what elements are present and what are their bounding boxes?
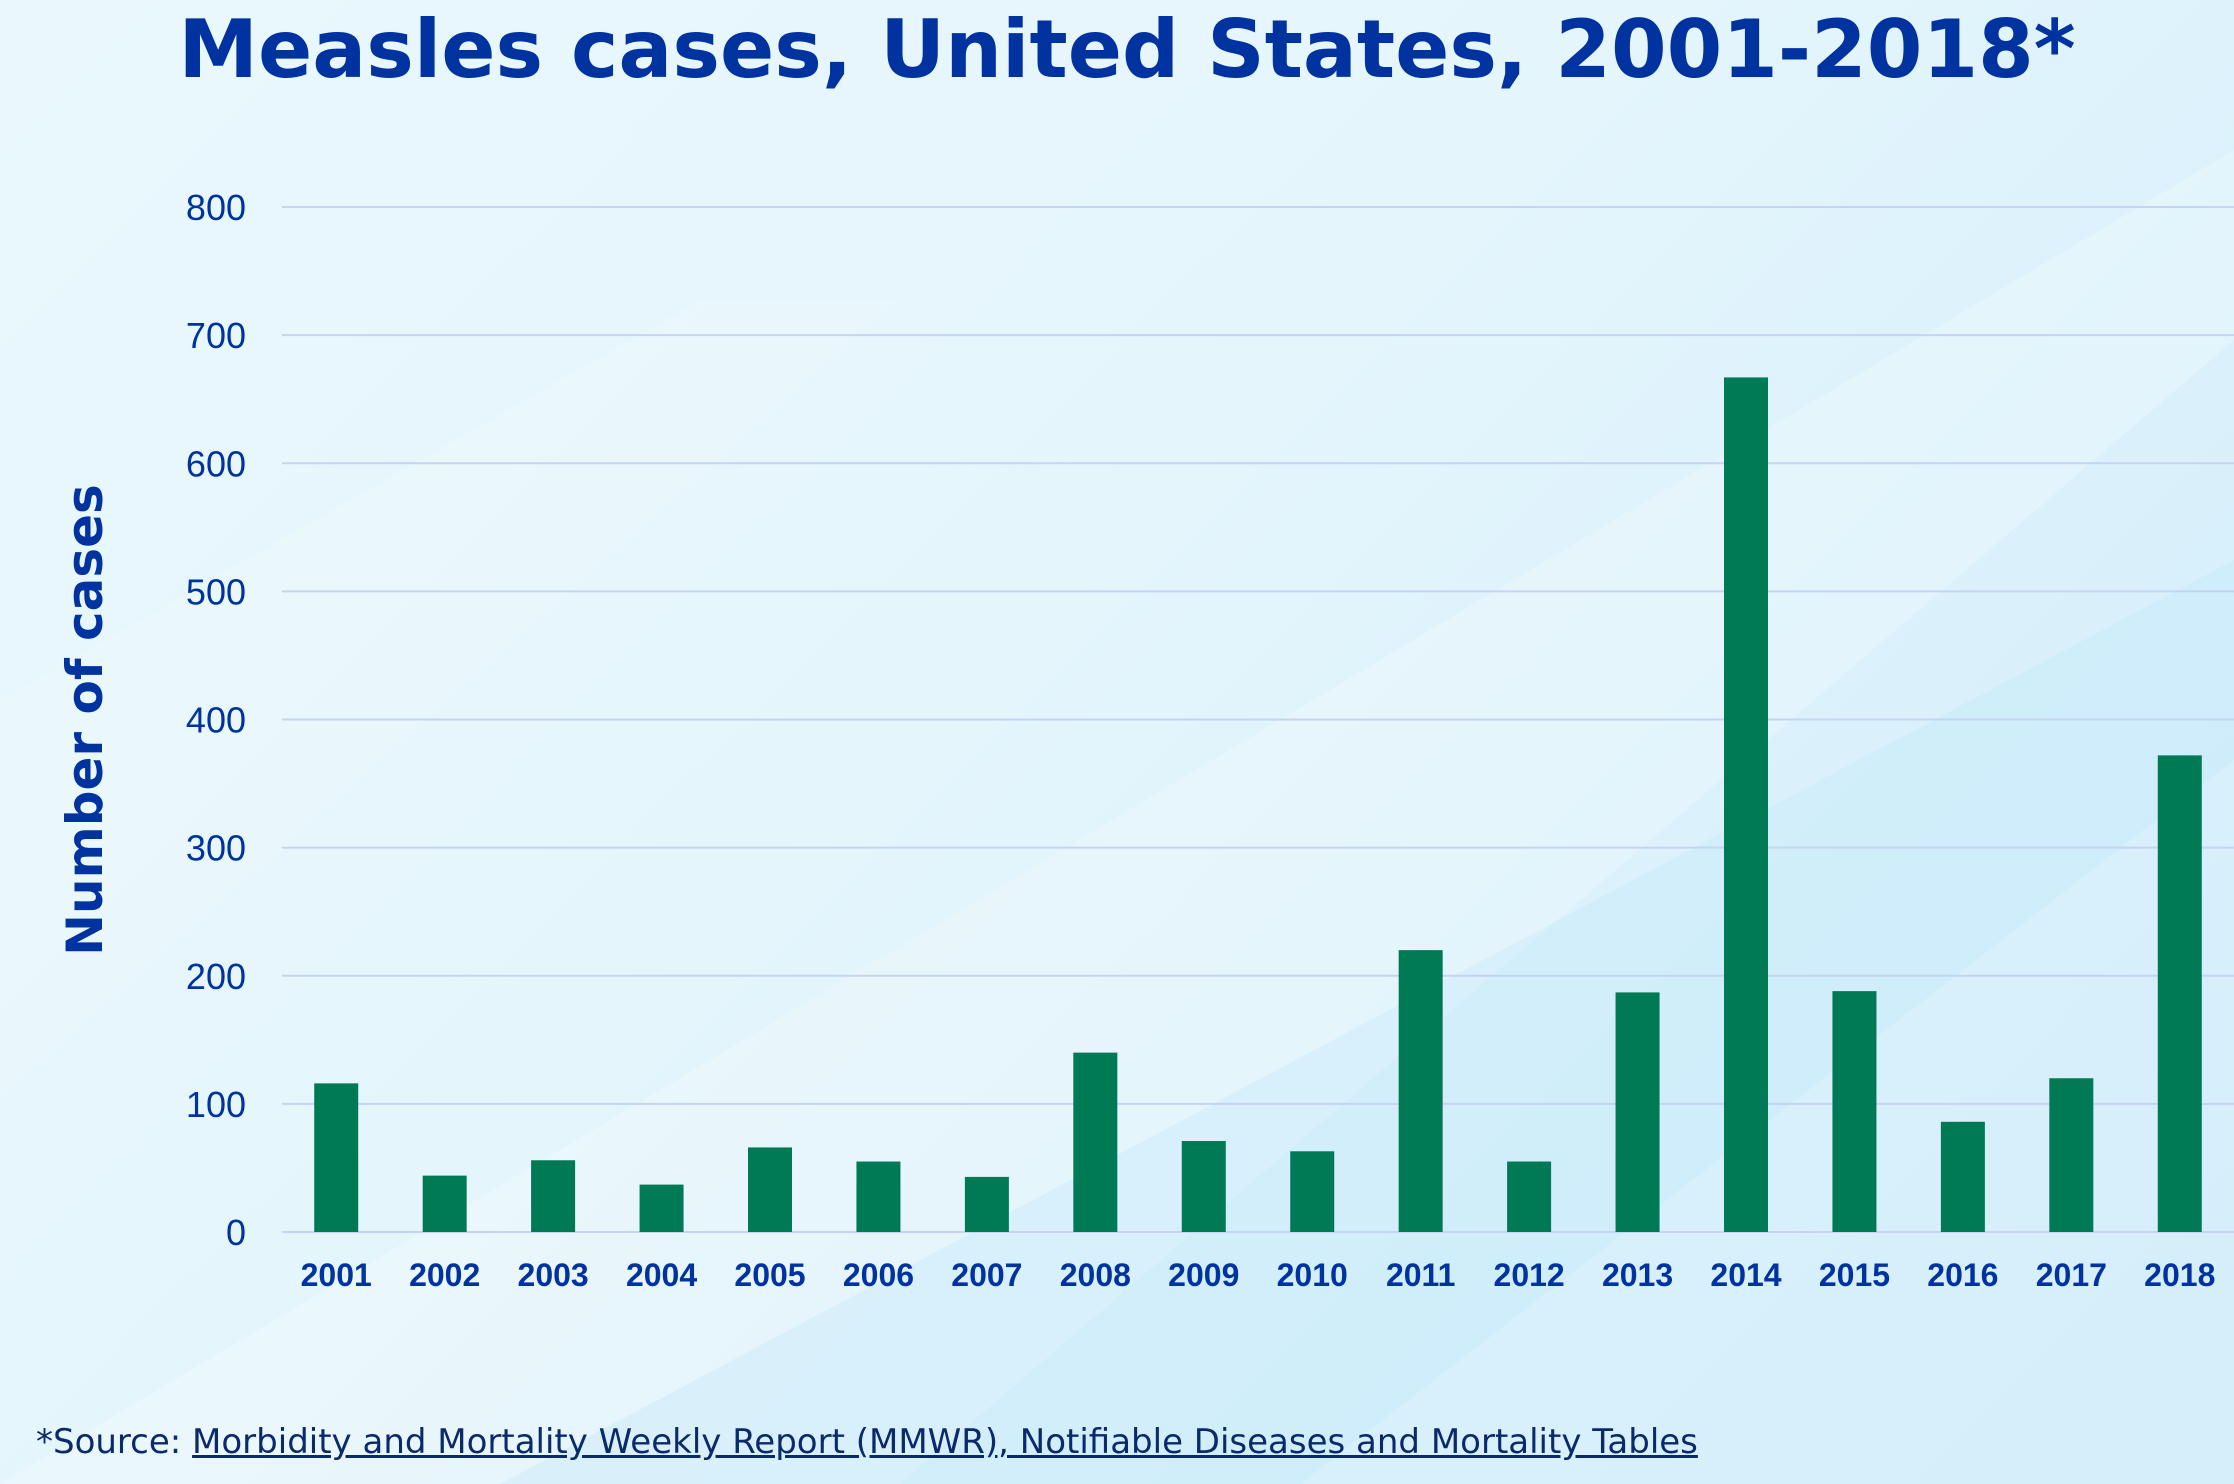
x-tick-label: 2008 [1060, 1257, 1131, 1293]
bar-2016 [1940, 1121, 1985, 1232]
y-tick-label: 800 [186, 187, 246, 228]
bar-2008 [1073, 1052, 1118, 1232]
x-axis-ticks: 2001 2002 2003 2004 2005 2006 2007 2008 2009 2010… [301, 1257, 2216, 1293]
x-tick-label: 2017 [2036, 1257, 2107, 1293]
bar-2009 [1181, 1141, 1226, 1232]
bar-2004 [639, 1184, 684, 1232]
bar-2007 [964, 1176, 1009, 1232]
bar-2005 [748, 1147, 792, 1232]
y-tick-label: 700 [186, 315, 246, 356]
y-tick-label: 200 [186, 956, 246, 997]
bar-2015 [1832, 991, 1877, 1232]
x-tick-label: 2015 [1819, 1257, 1890, 1293]
bars [314, 377, 2202, 1232]
x-tick-label: 2006 [843, 1257, 914, 1293]
source-note: *Source: Morbidity and Mortality Weekly … [36, 1422, 1698, 1462]
x-tick-label: 2001 [301, 1257, 372, 1293]
x-tick-label: 2004 [626, 1257, 697, 1293]
x-tick-label: 2018 [2144, 1257, 2215, 1293]
x-tick-label: 2005 [734, 1257, 805, 1293]
bar-2012 [1507, 1161, 1552, 1232]
bar-2001 [314, 1083, 359, 1232]
x-tick-label: 2003 [518, 1257, 589, 1293]
y-tick-label: 0 [226, 1212, 246, 1253]
source-link[interactable]: Morbidity and Mortality Weekly Report (M… [192, 1422, 1698, 1462]
bar-2010 [1290, 1151, 1335, 1232]
x-tick-label: 2013 [1602, 1257, 1673, 1293]
y-tick-label: 300 [186, 828, 246, 869]
bar-2011 [1398, 950, 1443, 1232]
y-tick-label: 100 [186, 1084, 246, 1125]
x-tick-label: 2016 [1927, 1257, 1998, 1293]
source-prefix: *Source: [36, 1422, 193, 1462]
bar-2018 [2157, 755, 2202, 1232]
bar-2014 [1724, 377, 1768, 1232]
bar-2003 [531, 1160, 576, 1232]
gridlines [282, 206, 2234, 1233]
x-tick-label: 2014 [1710, 1257, 1781, 1293]
x-tick-label: 2011 [1386, 1257, 1455, 1293]
y-tick-label: 600 [186, 443, 246, 484]
chart-title: Measles cases, United States, 2001-2018* [178, 3, 2076, 96]
bar-2006 [856, 1161, 901, 1232]
x-tick-label: 2012 [1494, 1257, 1565, 1293]
bar-2013 [1615, 992, 1660, 1232]
x-tick-label: 2007 [951, 1257, 1022, 1293]
bar-2017 [2049, 1078, 2094, 1232]
y-tick-label: 400 [186, 700, 246, 741]
x-tick-label: 2002 [409, 1257, 480, 1293]
y-axis-ticks: 0 100 200 300 400 500 600 700 800 [186, 187, 246, 1253]
x-tick-label: 2010 [1277, 1257, 1348, 1293]
x-tick-label: 2009 [1168, 1257, 1239, 1293]
y-tick-label: 500 [186, 571, 246, 612]
bar-2002 [422, 1175, 467, 1232]
